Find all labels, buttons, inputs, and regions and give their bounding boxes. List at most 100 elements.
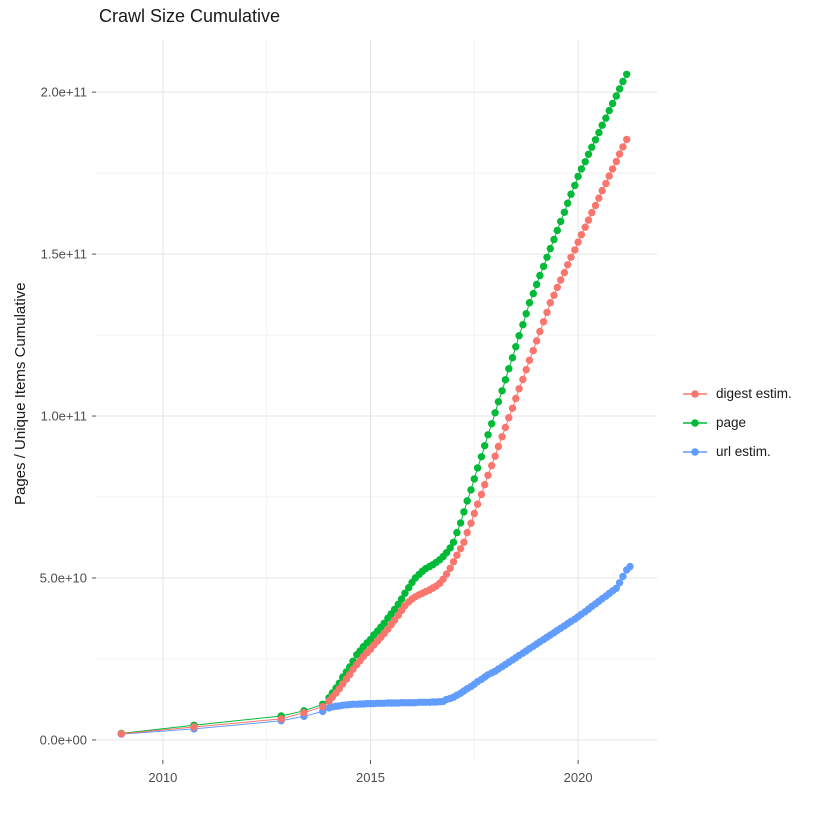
data-point — [598, 121, 606, 129]
data-point — [463, 528, 471, 537]
data-point — [525, 299, 534, 307]
data-point — [612, 92, 620, 100]
data-point — [543, 253, 551, 261]
legend-key-icon — [683, 389, 707, 398]
x-axis-tick-label: 2015 — [356, 770, 385, 785]
data-point — [529, 346, 537, 355]
data-point — [481, 481, 489, 489]
data-point — [460, 538, 468, 546]
data-point — [456, 545, 465, 553]
data-point — [550, 291, 558, 299]
series-digest-estim- — [117, 135, 631, 738]
data-point — [117, 730, 126, 738]
data-point — [470, 509, 478, 518]
data-point — [380, 619, 388, 627]
data-point — [505, 365, 513, 373]
legend-label: page — [716, 415, 747, 430]
data-point — [529, 289, 537, 298]
data-point — [571, 181, 579, 190]
data-point — [591, 201, 600, 210]
data-point — [560, 268, 569, 277]
data-point — [557, 217, 565, 226]
data-point — [619, 143, 627, 151]
legend: digest estim. page url estim. — [682, 379, 792, 466]
data-point — [567, 253, 575, 261]
data-point — [584, 150, 593, 158]
data-point — [484, 471, 492, 479]
data-point — [494, 442, 503, 451]
data-point — [190, 723, 198, 731]
data-point — [505, 414, 513, 422]
data-point — [491, 452, 499, 460]
data-point — [626, 562, 634, 571]
data-point — [449, 558, 458, 566]
data-point — [623, 70, 631, 79]
data-point — [619, 77, 627, 86]
data-point — [546, 244, 554, 253]
data-point — [581, 223, 589, 231]
data-point — [605, 106, 613, 115]
data-point — [501, 423, 510, 432]
data-point — [608, 165, 617, 173]
data-point — [546, 299, 554, 307]
data-point — [595, 194, 603, 202]
data-point — [525, 356, 534, 364]
x-axis-tick-label: 2020 — [564, 770, 593, 785]
y-axis-tick-label: 2.0e+11 — [41, 85, 87, 100]
data-point — [300, 709, 308, 717]
data-point — [564, 261, 572, 269]
data-point — [571, 246, 579, 254]
data-point — [442, 570, 451, 578]
data-point — [488, 461, 496, 470]
data-point — [449, 538, 458, 546]
series-line — [121, 566, 631, 735]
legend-label: url estim. — [716, 444, 771, 459]
data-point — [598, 186, 606, 195]
data-point — [512, 343, 520, 351]
data-point — [623, 135, 631, 144]
data-point — [539, 262, 548, 271]
data-point — [401, 589, 409, 597]
data-point — [577, 231, 586, 239]
data-point — [612, 584, 620, 592]
data-point — [532, 337, 541, 345]
data-point — [553, 226, 561, 235]
data-point — [491, 409, 499, 417]
data-point — [543, 308, 551, 317]
legend-key-dot — [691, 389, 699, 398]
data-point — [574, 172, 582, 181]
data-point — [501, 376, 510, 384]
x-axis-tick-label: 2010 — [148, 770, 177, 785]
legend-item-url-estim-: url estim. — [682, 437, 792, 466]
data-point — [446, 544, 454, 552]
data-point — [612, 157, 620, 166]
data-point — [488, 420, 496, 428]
data-point — [584, 216, 593, 224]
data-point — [539, 318, 548, 326]
data-point — [536, 271, 544, 280]
data-point — [508, 404, 517, 412]
data-point — [581, 158, 589, 166]
data-point — [519, 375, 527, 384]
chart-title: Crawl Size Cumulative — [99, 6, 281, 26]
series-url-estim- — [117, 562, 634, 738]
data-point — [512, 394, 520, 403]
y-axis-tick-label: 1.0e+11 — [41, 409, 87, 424]
data-point — [473, 500, 482, 508]
legend-key-icon — [683, 447, 707, 456]
data-point — [591, 136, 600, 144]
data-point — [615, 150, 624, 158]
data-point — [515, 385, 523, 393]
data-point — [463, 497, 471, 505]
data-point — [467, 519, 475, 527]
legend-label: digest estim. — [716, 386, 792, 401]
data-point — [473, 464, 482, 472]
data-point — [467, 486, 475, 494]
data-point — [588, 143, 596, 151]
data-point — [608, 99, 617, 108]
data-point — [477, 453, 486, 461]
data-point — [515, 332, 523, 340]
data-point — [498, 433, 506, 441]
